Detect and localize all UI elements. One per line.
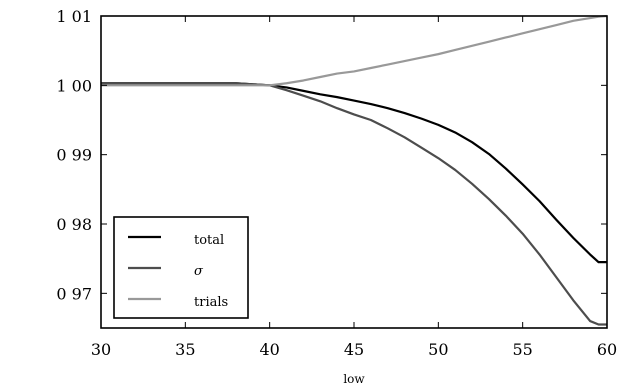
x-tick-label: 45	[344, 340, 364, 359]
x-tick-label: 40	[259, 340, 279, 359]
series-layer	[101, 14, 608, 326]
y-tick-label: 1 00	[56, 76, 92, 95]
legend: total σ trials	[113, 216, 249, 319]
x-tick-label: 35	[175, 340, 195, 359]
y-tick-label: 0 97	[56, 284, 92, 303]
y-tick-label: 0 98	[56, 215, 92, 234]
ticks-layer	[100, 15, 608, 328]
labels-layer: 30 35 40 45 50 55 60 0 97 0 98 0 99 1 00 1 01 low	[56, 7, 617, 386]
series-line-3	[101, 14, 608, 87]
legend-label-2: σ	[194, 264, 204, 279]
x-axis-title: low	[343, 372, 365, 386]
x-tick-label: 30	[91, 340, 111, 359]
y-tick-label: 0 99	[56, 146, 92, 165]
legend-label-3: trials	[194, 295, 228, 310]
x-tick-label: 55	[512, 340, 532, 359]
x-tick-label: 50	[428, 340, 448, 359]
legend-label-1: total	[194, 233, 224, 248]
series-line-2	[101, 82, 607, 326]
x-tick-label: 60	[597, 340, 617, 359]
y-tick-label: 1 01	[56, 7, 92, 26]
